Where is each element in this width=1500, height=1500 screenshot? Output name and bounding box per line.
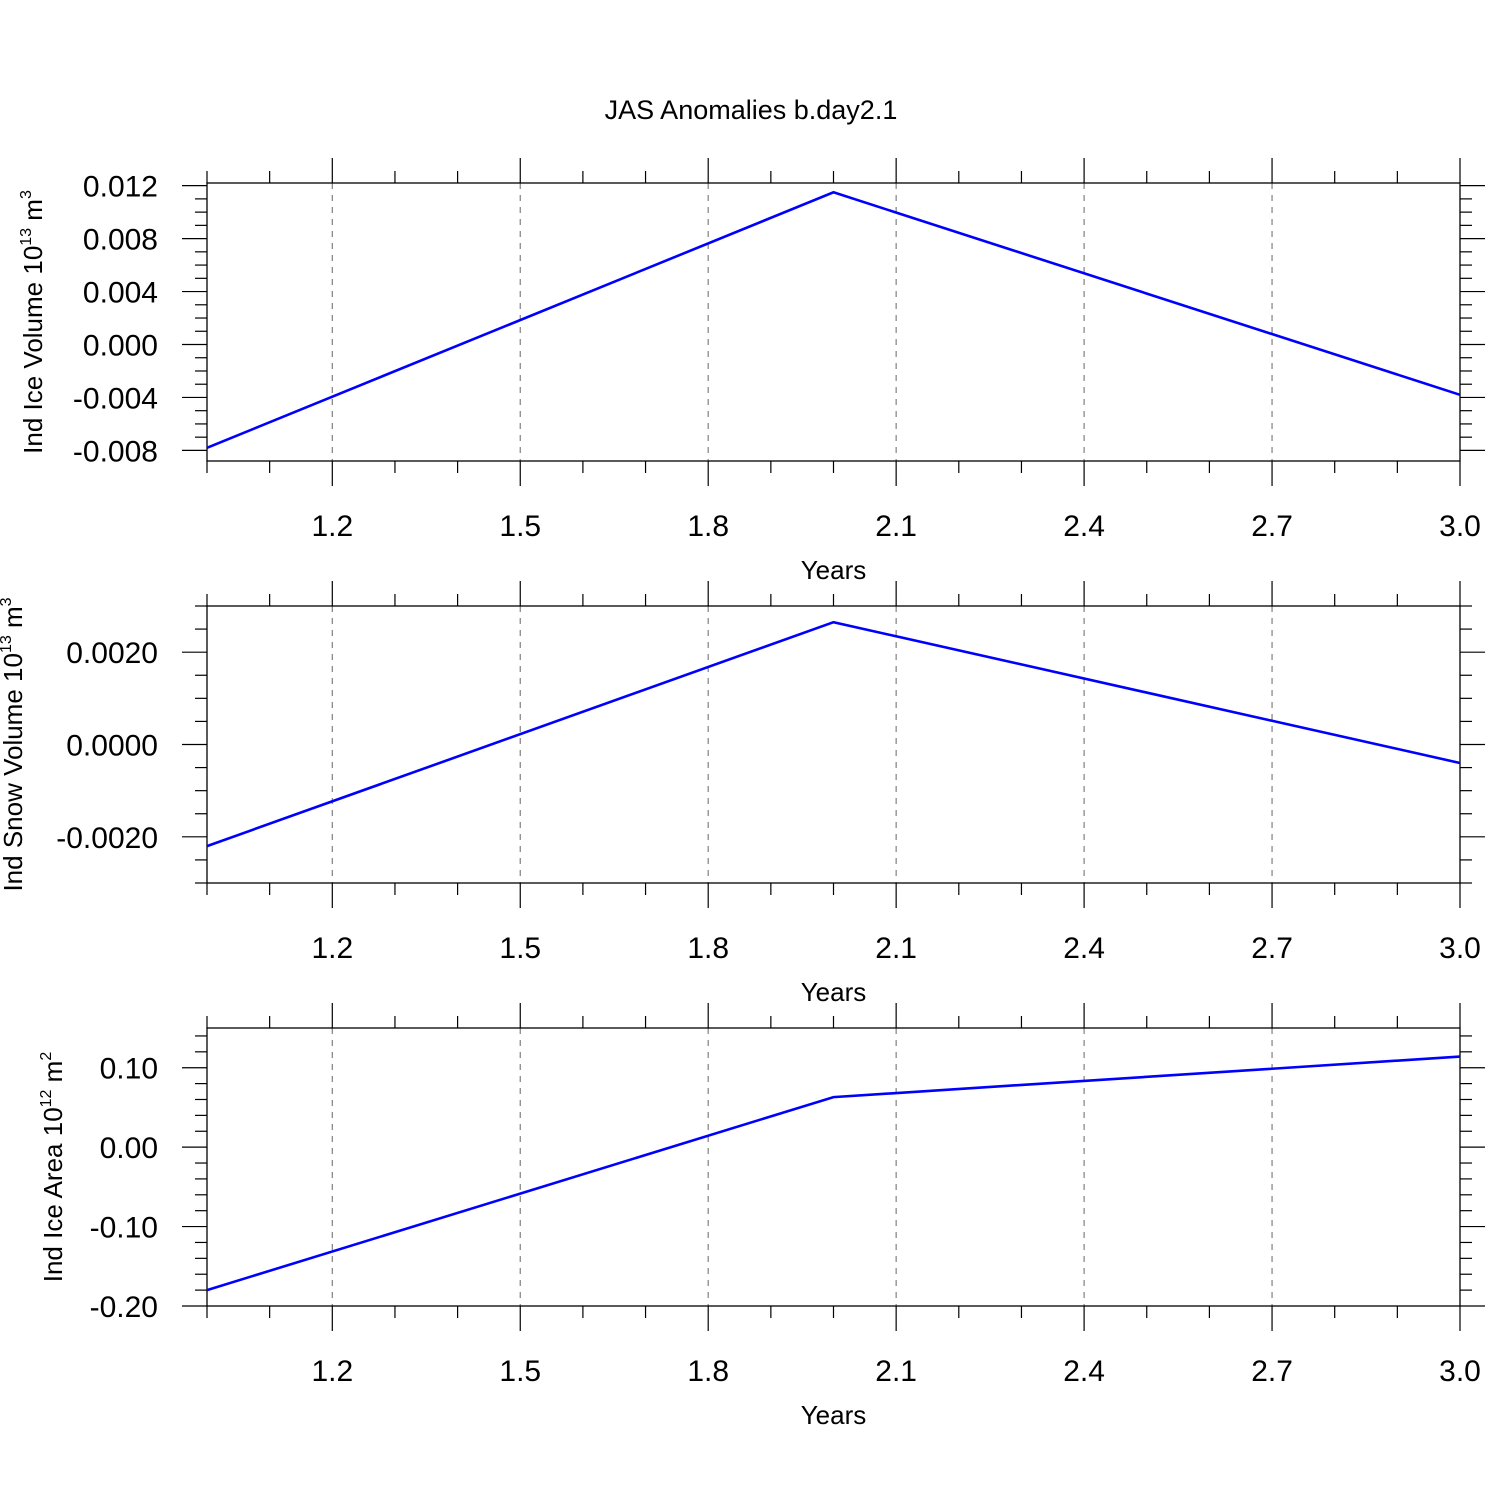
panel-3: 1.2 1.5 1.8 2.1 2.4 2.7 3.0 -0.20 -0.10 0.00 0.10 Y… [38,1003,1485,1430]
y-tick-label: -0.0020 [56,822,158,855]
y-axis-title: Ind Ice Area 1012 m2 [38,1052,68,1283]
x-tick-label: 3.0 [1439,932,1481,965]
y-axis-title-sup: 13 [0,635,15,653]
panel-2: 1.2 1.5 1.8 2.1 2.4 2.7 3.0 -0.0020 0.0000 0.0020… [0,581,1485,1007]
x-tick-label: 1.5 [499,932,541,965]
x-tick-label: 2.1 [875,510,917,543]
x-tick-label: 1.2 [311,510,353,543]
y-tick-label: 0.000 [83,330,158,363]
x-tick-label: 1.8 [687,510,729,543]
y-tick-label: -0.20 [90,1291,158,1324]
panel-1: 1.2 1.5 1.8 2.1 2.4 2.7 3.0 -0.008 -0.004 0.000 0.… [18,158,1485,585]
series-line [206,620,1461,848]
x-tick-label: 2.1 [875,932,917,965]
x-axis-title: Years [801,1400,867,1430]
x-tick-label: 2.7 [1251,510,1293,543]
y-axis-title: Ind Snow Volume 1013 m3 [0,597,28,891]
x-axis-title: Years [801,977,867,1007]
y-tick-label: -0.008 [73,435,158,468]
x-tick-label: 1.2 [311,932,353,965]
x-tick-label: 2.4 [1063,1355,1105,1388]
y-tick-label: 0.008 [83,224,158,257]
y-axis-title-sup: 13 [18,228,35,246]
y-tick-label: -0.10 [90,1212,158,1245]
x-tick-label: 2.7 [1251,1355,1293,1388]
y-axis-title-sup: 3 [0,597,15,606]
y-tick-label: 0.0020 [66,637,158,670]
x-tick-label: 2.7 [1251,932,1293,965]
y-axis-title-part: Ind Snow Volume 10 [0,653,28,892]
x-tick-label: 1.8 [687,1355,729,1388]
y-tick-label: 0.0000 [66,730,158,763]
y-tick-label: -0.004 [73,382,158,415]
y-axis-title: Ind Ice Volume 1013 m3 [18,190,48,454]
y-tick-label: 0.10 [100,1053,158,1086]
x-tick-label: 2.1 [875,1355,917,1388]
y-axis-title-sup: 12 [38,1089,55,1107]
y-tick-label: 0.012 [83,171,158,204]
x-tick-label: 3.0 [1439,1355,1481,1388]
chart-panels: 1.2 1.5 1.8 2.1 2.4 2.7 3.0 -0.008 -0.004 0.000 0.… [0,158,1485,1430]
y-axis-title-part: m [0,606,28,635]
y-axis-title-part: Ind Ice Volume 10 [18,246,48,454]
y-tick-label: 0.00 [100,1132,158,1165]
y-axis-title-part: Ind Ice Area 10 [38,1107,68,1282]
y-tick-label: 0.004 [83,277,158,310]
series-line [206,1055,1461,1292]
y-axis-title-part: m [38,1061,68,1090]
chart-title: JAS Anomalies b.day2.1 [605,95,898,125]
x-tick-label: 1.2 [311,1355,353,1388]
x-tick-label: 2.4 [1063,510,1105,543]
x-tick-label: 1.5 [499,1355,541,1388]
y-axis-title-sup: 3 [18,190,35,199]
x-axis-title: Years [801,555,867,585]
y-axis-title-part: m [18,199,48,228]
x-tick-label: 3.0 [1439,510,1481,543]
series-line [206,190,1461,450]
x-tick-label: 1.8 [687,932,729,965]
y-axis-title-sup: 2 [38,1052,55,1061]
x-tick-label: 1.5 [499,510,541,543]
x-tick-label: 2.4 [1063,932,1105,965]
